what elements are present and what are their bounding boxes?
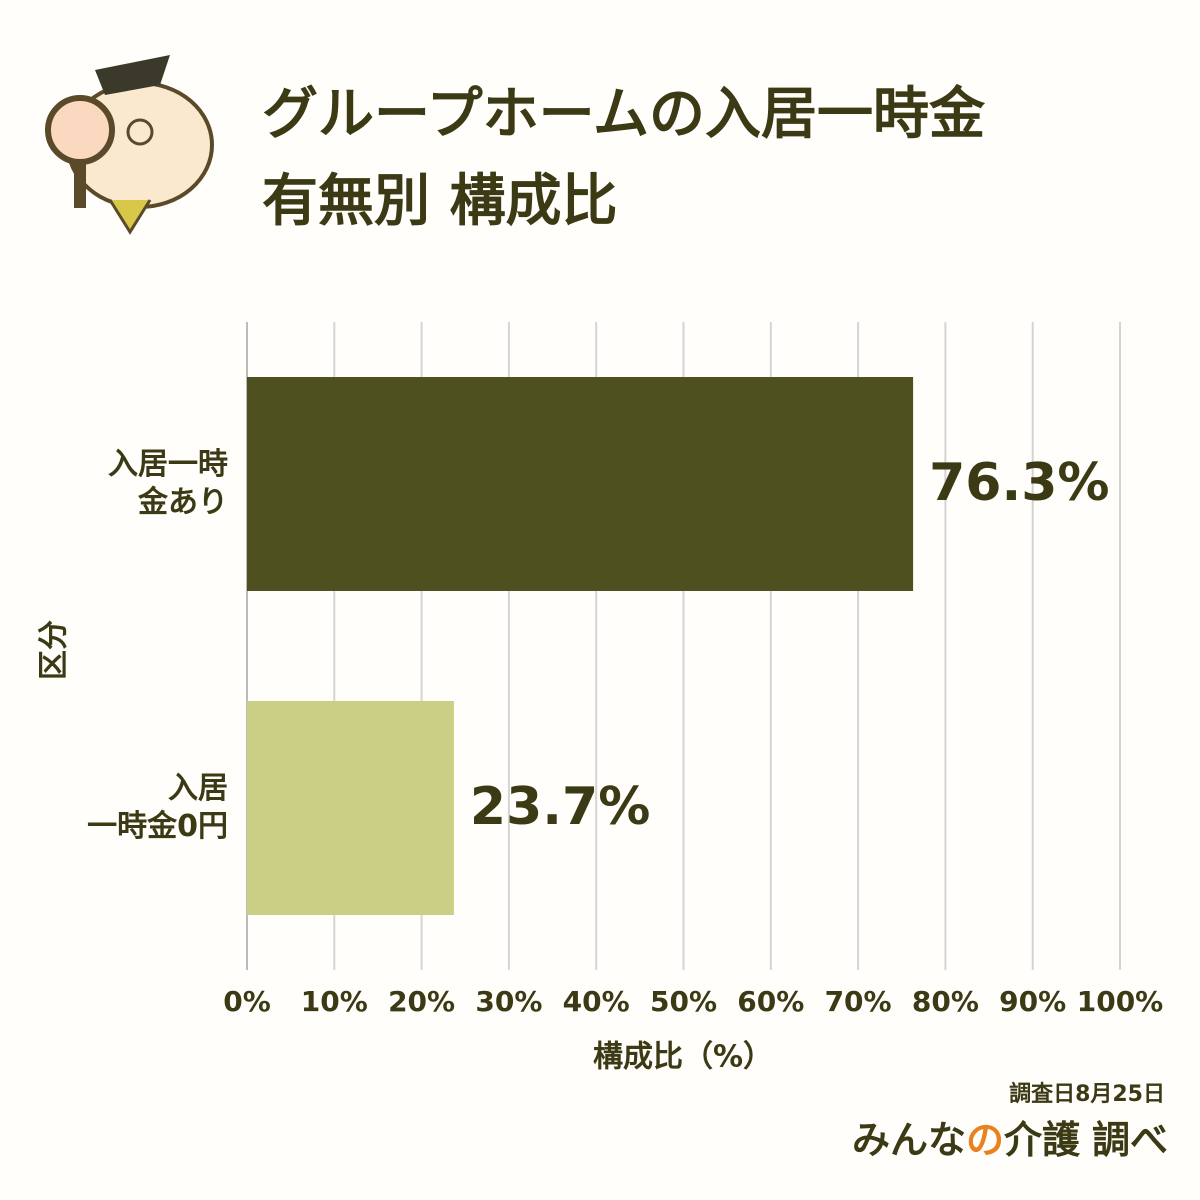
source-part: みんな [852,1118,966,1162]
value-label: 23.7% [470,777,650,837]
source-part: の [966,1118,1004,1162]
chart-title: グループホームの入居一時金 [262,82,986,147]
bar [247,701,454,915]
value-label: 76.3% [929,453,1109,513]
x-tick-label: 60% [737,985,804,1018]
footnote: 調査日8月25日 [1009,1081,1165,1107]
x-axis-label: 構成比（%） [593,1040,773,1075]
bar [247,377,914,591]
x-tick-label: 30% [475,985,542,1018]
x-tick-label: 0% [223,985,271,1018]
x-tick-label: 50% [650,985,717,1018]
x-tick-label: 40% [563,985,630,1018]
y-tick-label: 入居一時金あり [108,447,228,520]
y-tick-label: 入居一時金0円 [87,771,228,844]
x-tick-label: 10% [301,985,368,1018]
source-part: 調べ [1092,1118,1168,1162]
x-tick-label: 70% [825,985,892,1018]
x-tick-label: 80% [912,985,979,1018]
chart-title: 有無別 構成比 [262,169,618,234]
source: みんなの介護 調べ [852,1118,1168,1162]
x-tick-label: 100% [1077,985,1164,1018]
source-part: 介護 [1004,1118,1081,1162]
y-axis-label: 区分 [37,620,72,680]
x-tick-label: 90% [999,985,1066,1018]
x-tick-label: 20% [388,985,455,1018]
mascot [45,55,214,235]
